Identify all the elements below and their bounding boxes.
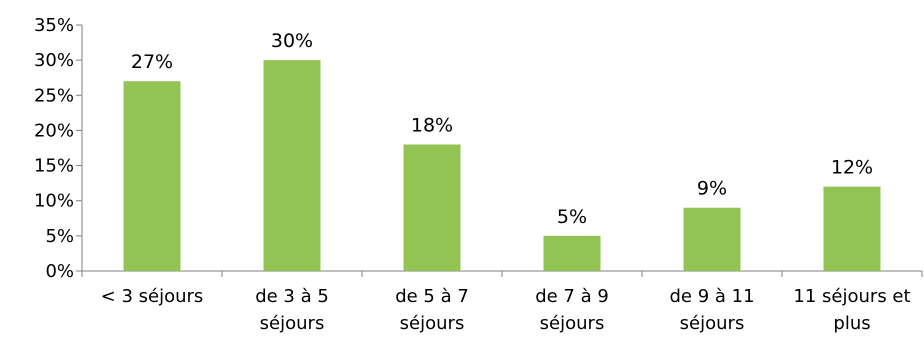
bar [823,186,881,271]
data-label: 5% [557,206,587,228]
x-category-label: séjours [400,313,465,334]
data-label: 9% [697,178,727,200]
bar [123,81,181,271]
x-category-label: de 3 à 5 [255,286,329,307]
x-category-label: séjours [680,313,745,334]
y-tick-label: 25% [34,85,74,106]
y-tick-label: 30% [34,50,74,71]
data-label: 18% [411,114,453,136]
data-label: 12% [831,157,873,179]
y-tick-label: 0% [45,261,74,282]
y-tick-label: 5% [45,226,74,247]
y-tick-label: 15% [34,156,74,177]
y-tick-label: 20% [34,120,74,141]
bar [683,207,741,271]
data-label: 27% [131,51,173,73]
x-category-label: 11 séjours et [793,286,910,307]
x-category-label: de 9 à 11 [669,286,754,307]
x-category-label: séjours [540,313,605,334]
bar [543,235,601,271]
data-label: 30% [271,30,313,52]
x-category-label: séjours [260,313,325,334]
y-tick-label: 10% [34,191,74,212]
x-category-label: < 3 séjours [101,286,204,307]
bar [403,144,461,271]
bar [263,60,321,272]
y-tick-label: 35% [34,15,74,36]
x-category-label: de 7 à 9 [535,286,609,307]
x-category-label: plus [833,313,870,334]
x-category-label: de 5 à 7 [395,286,469,307]
